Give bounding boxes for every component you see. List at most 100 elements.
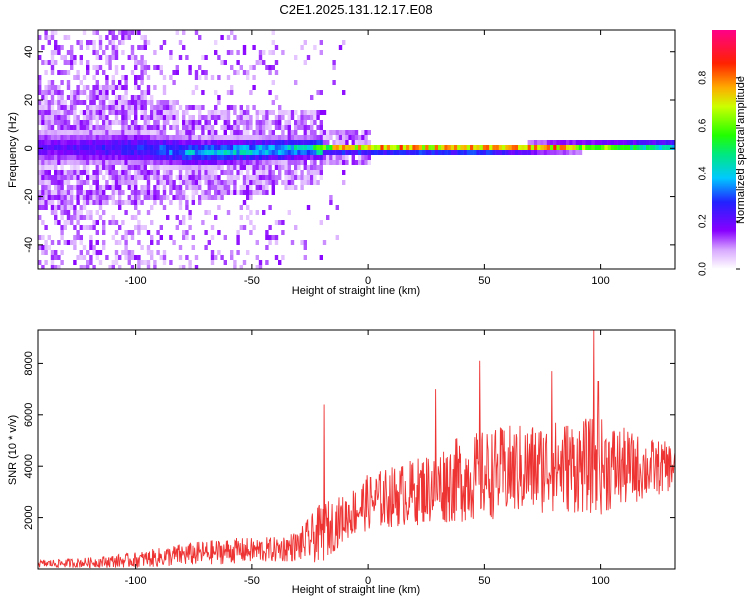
heatmap-cell [210, 225, 215, 230]
heatmap-cell [41, 100, 45, 105]
heatmap-cell [121, 30, 125, 35]
heatmap-cell [137, 125, 141, 130]
heatmap-cell [162, 100, 167, 105]
heatmap-cell [322, 135, 327, 140]
heatmap-cell [124, 120, 128, 125]
heatmap-cell [220, 255, 224, 260]
heatmap-cell [178, 220, 183, 225]
heatmap-cell [310, 110, 314, 115]
heatmap-cell [178, 195, 183, 200]
heatmap-cell [169, 135, 173, 140]
heatmap-cell [124, 115, 128, 120]
heatmap-cell [143, 105, 147, 110]
heatmap-cell [226, 125, 231, 130]
heatmap-cell [169, 145, 173, 150]
heatmap-cell [386, 150, 391, 155]
heatmap-cell [630, 145, 634, 150]
heatmap-cell [268, 160, 272, 165]
heatmap-cell [374, 150, 378, 155]
heatmap-cell [98, 35, 103, 40]
heatmap-cell [140, 55, 144, 60]
heatmap-cell [550, 145, 554, 150]
heatmap-cell [143, 160, 147, 165]
heatmap-cell [230, 130, 234, 135]
heatmap-cell [76, 230, 80, 235]
heatmap-cell [642, 145, 647, 150]
heatmap-cell [111, 105, 115, 110]
heatmap-cell [79, 120, 83, 125]
heatmap-cell [335, 140, 339, 145]
heatmap-cell [306, 170, 311, 175]
heatmap-cell [57, 105, 61, 110]
heatmap-cell [210, 130, 215, 135]
heatmap-cell [162, 130, 167, 135]
heatmap-cell [95, 165, 99, 170]
heatmap-cell [162, 105, 167, 110]
heatmap-cell [79, 140, 83, 145]
heatmap-cell [329, 145, 333, 150]
heatmap-cell [239, 110, 243, 115]
heatmap-cell [118, 40, 122, 45]
heatmap-cell [47, 165, 51, 170]
heatmap-cell [278, 150, 282, 155]
heatmap-cell [44, 60, 48, 65]
heatmap-cell [130, 50, 135, 55]
heatmap-cell [89, 185, 93, 190]
heatmap-cell [124, 125, 128, 130]
heatmap-cell [130, 255, 135, 260]
heatmap-cell [281, 165, 285, 170]
heatmap-cell [60, 115, 64, 120]
heatmap-cell [137, 45, 141, 50]
heatmap-cell [175, 175, 179, 180]
heatmap-cell [364, 140, 368, 145]
heatmap-cell [223, 130, 227, 135]
heatmap-cell [79, 205, 83, 210]
heatmap-cell [134, 140, 138, 145]
heatmap-cell [124, 85, 128, 90]
heatmap-cell [124, 160, 128, 165]
heatmap-cell [153, 135, 157, 140]
heatmap-cell [124, 145, 128, 150]
heatmap-cell [134, 255, 138, 260]
heatmap-cell [354, 130, 359, 135]
heatmap-cell [79, 195, 83, 200]
heatmap-cell [82, 215, 87, 220]
heatmap-cell [422, 150, 426, 155]
y-tick-label: 2000 [23, 505, 35, 529]
heatmap-cell [143, 120, 147, 125]
heatmap-cell [41, 110, 45, 115]
x-tick-label: -50 [244, 575, 260, 587]
heatmap-cell [242, 150, 247, 155]
colorbar-tick-label: 0.4 [698, 166, 709, 180]
heatmap-cell [86, 160, 90, 165]
heatmap-cell [105, 115, 109, 120]
heatmap-cell [143, 130, 147, 135]
heatmap-cell [95, 135, 99, 140]
heatmap-cell [60, 215, 64, 220]
heatmap-cell [70, 160, 74, 165]
heatmap-cell [358, 160, 362, 165]
heatmap-cell [44, 175, 48, 180]
heatmap-cell [194, 75, 199, 80]
heatmap-cell [214, 195, 218, 200]
heatmap-cell [287, 170, 291, 175]
heatmap-cell [239, 185, 243, 190]
heatmap-cell [79, 235, 83, 240]
heatmap-cell [444, 150, 448, 155]
heatmap-cell [262, 145, 266, 150]
heatmap-cell [297, 175, 301, 180]
heatmap-cell [444, 145, 448, 150]
heatmap-cell [332, 145, 336, 150]
colorbar-gradient [712, 30, 736, 269]
heatmap-cell [169, 235, 173, 240]
heatmap-cell [127, 160, 131, 165]
heatmap-cell [76, 220, 80, 225]
heatmap-cell [102, 90, 106, 95]
heatmap-cell [306, 140, 311, 145]
heatmap-cell [207, 155, 211, 160]
heatmap-cell [150, 240, 154, 245]
heatmap-cell [578, 140, 583, 145]
heatmap-cell [134, 185, 138, 190]
heatmap-cell [460, 150, 464, 155]
heatmap-cell [252, 130, 256, 135]
